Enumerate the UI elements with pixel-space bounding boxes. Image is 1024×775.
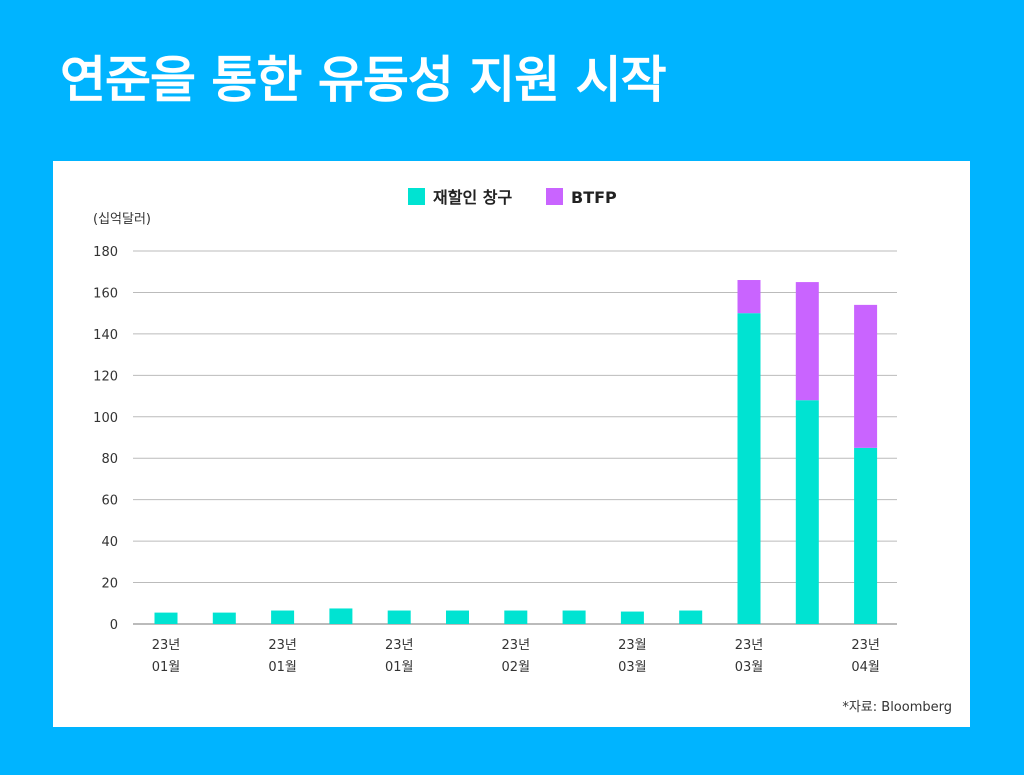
legend-swatch	[408, 188, 425, 205]
bar-discount-window	[212, 612, 236, 624]
y-tick-label: 40	[101, 535, 118, 550]
legend-label: 재할인 창구	[433, 188, 512, 207]
y-axis-label: (십억달러)	[93, 212, 151, 227]
stacked-bar-chart: (십억달러) 0 20 40 60 80 100 120 140 160 180 23년 01월 23년 0…	[93, 188, 897, 675]
x-tick-label: 23년	[385, 638, 414, 653]
y-tick-label: 80	[101, 452, 118, 467]
bar-discount-window	[446, 610, 469, 624]
bar-discount-window	[679, 610, 703, 624]
bar-discount-window	[854, 447, 878, 624]
y-tick-label: 20	[101, 577, 118, 592]
y-tick-label: 0	[110, 618, 118, 633]
page-title: 연준을 통한 유동성 지원 시작	[60, 51, 667, 109]
y-tick-label: 60	[101, 494, 118, 509]
x-tick-label: 23년	[851, 638, 880, 653]
bar-discount-window	[795, 400, 819, 624]
x-tick-label: 23월	[618, 638, 647, 653]
x-tick-label: 02월	[502, 660, 531, 675]
x-tick-label: 01월	[152, 660, 181, 675]
x-tick-label: 23년	[152, 638, 181, 653]
x-tick-label: 01월	[268, 660, 297, 675]
bar-btfp	[737, 280, 761, 314]
bar-btfp	[854, 304, 878, 448]
x-tick-label: 23년	[502, 638, 531, 653]
bar-discount-window	[329, 608, 353, 624]
bar-discount-window	[562, 610, 586, 624]
bar-discount-window	[154, 612, 178, 624]
source-note: *자료: Bloomberg	[842, 700, 952, 715]
bar-btfp	[795, 282, 819, 401]
x-tick-label: 23년	[735, 638, 764, 653]
y-tick-label: 120	[93, 369, 118, 384]
x-tick-label: 03월	[735, 660, 764, 675]
y-tick-label: 180	[93, 245, 118, 260]
y-tick-label: 100	[93, 411, 118, 426]
bar-discount-window	[620, 611, 644, 624]
bar-discount-window	[387, 610, 411, 624]
chart-panel: (십억달러) 0 20 40 60 80 100 120 140 160 180 23년 01월 23년 0…	[53, 161, 970, 727]
legend-swatch	[546, 188, 563, 205]
x-tick-label: 23년	[268, 638, 297, 653]
bar-discount-window	[504, 610, 528, 624]
x-tick-label: 03월	[618, 660, 647, 675]
x-tick-label: 04월	[851, 660, 880, 675]
legend-label: BTFP	[571, 188, 617, 207]
bar-discount-window	[737, 313, 761, 624]
y-tick-label: 140	[93, 328, 118, 343]
x-tick-label: 01월	[385, 660, 414, 675]
y-tick-label: 160	[93, 286, 118, 301]
bar-discount-window	[271, 610, 295, 624]
